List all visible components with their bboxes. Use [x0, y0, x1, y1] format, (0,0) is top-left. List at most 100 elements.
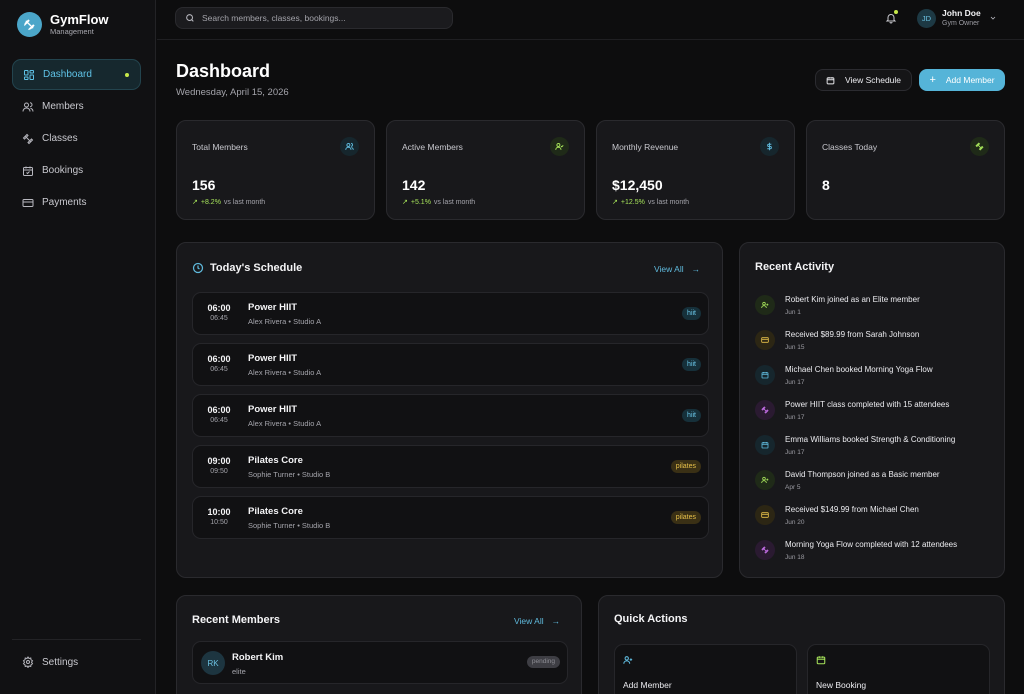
recent-members-panel: Recent Members View All → RK Robert Kim …	[176, 595, 582, 694]
class-meta: Alex Rivera • Studio A	[248, 317, 322, 326]
sidebar-item-label: Bookings	[42, 165, 84, 176]
stat-card-classes-today: Classes Today 8	[806, 120, 1005, 220]
sidebar-item-payments[interactable]: Payments	[12, 187, 141, 218]
stat-card-active-members: Active Members 142 ↗ +5.1% vs last month	[386, 120, 585, 220]
clock-icon	[192, 262, 204, 274]
activity-text: Received $149.99 from Michael Chen	[785, 505, 919, 514]
dashboard-icon	[24, 69, 34, 80]
activity-date: Jun 1	[785, 309, 801, 316]
class-meta: Alex Rivera • Studio A	[248, 368, 322, 377]
trend-up-icon: ↗	[612, 199, 618, 206]
class-name: Power HIIT	[248, 302, 298, 313]
dumbbell-icon	[22, 133, 34, 144]
dumbbell-logo-icon	[17, 12, 42, 37]
credit-card-icon	[755, 330, 775, 350]
end-time: 06:45	[210, 315, 228, 322]
start-time: 09:00	[207, 456, 231, 466]
trend-suffix: vs last month	[647, 198, 690, 206]
trend-up-icon: ↗	[402, 199, 408, 206]
sidebar-item-settings[interactable]: Settings	[22, 656, 78, 668]
member-plan: elite	[232, 667, 246, 676]
search-input[interactable]	[202, 13, 442, 23]
stat-trend: ↗ +5.1% vs last month	[402, 198, 475, 207]
user-menu[interactable]: JD John Doe Gym Owner	[917, 8, 997, 28]
page-title: Dashboard	[176, 61, 271, 81]
stat-label: Monthly Revenue	[612, 142, 679, 152]
sidebar-nav: Dashboard Members Classes Bookings Pa	[12, 59, 141, 219]
chevron-down-icon	[990, 16, 996, 20]
sidebar-item-members[interactable]: Members	[12, 91, 141, 122]
schedule-item[interactable]: 06:00 06:45 Power HIIT Alex Rivera • Stud…	[192, 343, 709, 386]
stat-card-monthly-revenue: Monthly Revenue $12,450 ↗ +12.5% vs last…	[596, 120, 795, 220]
stat-label: Active Members	[402, 142, 463, 152]
user-plus-icon	[755, 295, 775, 315]
add-member-label: Add Member	[945, 75, 995, 85]
sidebar: GymFlow Management Dashboard Members Cla…	[0, 0, 156, 694]
activity-date: Jun 15	[785, 344, 805, 351]
activity-date: Jun 18	[785, 554, 805, 561]
calendar-check-icon	[23, 166, 33, 176]
schedule-panel: Today's Schedule View All → 06:00 06:45 P…	[176, 242, 723, 578]
topbar: JD John Doe Gym Owner	[157, 0, 1024, 40]
schedule-title: Today's Schedule	[192, 262, 302, 274]
sidebar-item-label: Classes	[42, 133, 78, 144]
class-tag: pilates	[670, 460, 701, 473]
quick-action-add-member[interactable]: Add Member	[614, 644, 797, 694]
quick-action-new-booking[interactable]: New Booking	[807, 644, 990, 694]
status-badge: pending	[526, 656, 560, 668]
recent-activity-title: Recent Activity	[755, 261, 835, 273]
class-meta: Sophie Turner • Studio B	[248, 470, 331, 479]
sidebar-item-label: Payments	[42, 197, 87, 208]
class-name: Power HIIT	[248, 404, 298, 415]
stat-trend: ↗ +12.5% vs last month	[612, 198, 690, 207]
end-time: 06:45	[210, 417, 228, 424]
class-tag: hiit	[682, 358, 701, 371]
calendar-icon	[755, 365, 775, 385]
brand[interactable]: GymFlow Management	[17, 12, 109, 37]
sidebar-item-bookings[interactable]: Bookings	[12, 155, 141, 186]
add-member-button[interactable]: + Add Member	[919, 69, 1005, 91]
dumbbell-icon	[755, 540, 775, 560]
trend-suffix: vs last month	[223, 198, 266, 206]
activity-text: Morning Yoga Flow completed with 12 atte…	[785, 540, 958, 549]
avatar: RK	[201, 651, 225, 675]
search-box[interactable]	[175, 7, 453, 29]
schedule-item[interactable]: 06:00 06:45 Power HIIT Alex Rivera • Stud…	[192, 394, 709, 437]
member-name: Robert Kim	[232, 652, 284, 663]
activity-text: Received $89.99 from Sarah Johnson	[785, 330, 920, 339]
sidebar-item-label: Members	[42, 101, 84, 112]
search-icon	[186, 14, 194, 22]
schedule-item[interactable]: 10:00 10:50 Pilates Core Sophie Turner • …	[192, 496, 709, 539]
sidebar-item-classes[interactable]: Classes	[12, 123, 141, 154]
activity-text: Robert Kim joined as an Elite member	[785, 295, 920, 304]
view-schedule-button[interactable]: View Schedule	[815, 69, 912, 91]
sidebar-item-dashboard[interactable]: Dashboard	[12, 59, 141, 90]
user-plus-icon	[623, 656, 633, 664]
dollar-icon	[760, 137, 779, 156]
activity-text: David Thompson joined as a Basic member	[785, 470, 940, 479]
stat-card-total-members: Total Members 156 ↗ +8.2% vs last month	[176, 120, 375, 220]
schedule-item[interactable]: 06:00 06:45 Power HIIT Alex Rivera • Stud…	[192, 292, 709, 335]
user-name: John Doe	[942, 8, 981, 18]
dumbbell-icon	[755, 400, 775, 420]
dumbbell-icon	[970, 137, 989, 156]
member-row[interactable]: RK Robert Kim elite pending	[192, 641, 568, 684]
bell-icon[interactable]	[885, 12, 897, 24]
class-name: Power HIIT	[248, 353, 298, 364]
arrow-right-icon: →	[691, 264, 701, 274]
class-tag: pilates	[670, 511, 701, 524]
recent-members-title: Recent Members	[192, 614, 281, 626]
schedule-view-all-link[interactable]: View All →	[654, 264, 700, 274]
sidebar-item-label: Dashboard	[43, 69, 92, 80]
divider	[12, 639, 141, 640]
stat-label: Classes Today	[822, 142, 878, 152]
members-view-all-link[interactable]: View All →	[514, 616, 560, 626]
calendar-icon	[826, 76, 835, 84]
recent-activity-panel: Recent Activity Robert Kim joined as an …	[739, 242, 1005, 578]
class-meta: Alex Rivera • Studio A	[248, 419, 322, 428]
schedule-item[interactable]: 09:00 09:50 Pilates Core Sophie Turner • …	[192, 445, 709, 488]
user-check-icon	[550, 137, 569, 156]
view-all-label: View All	[654, 264, 684, 274]
calendar-icon	[816, 656, 826, 665]
brand-subtitle: Management	[50, 27, 94, 36]
